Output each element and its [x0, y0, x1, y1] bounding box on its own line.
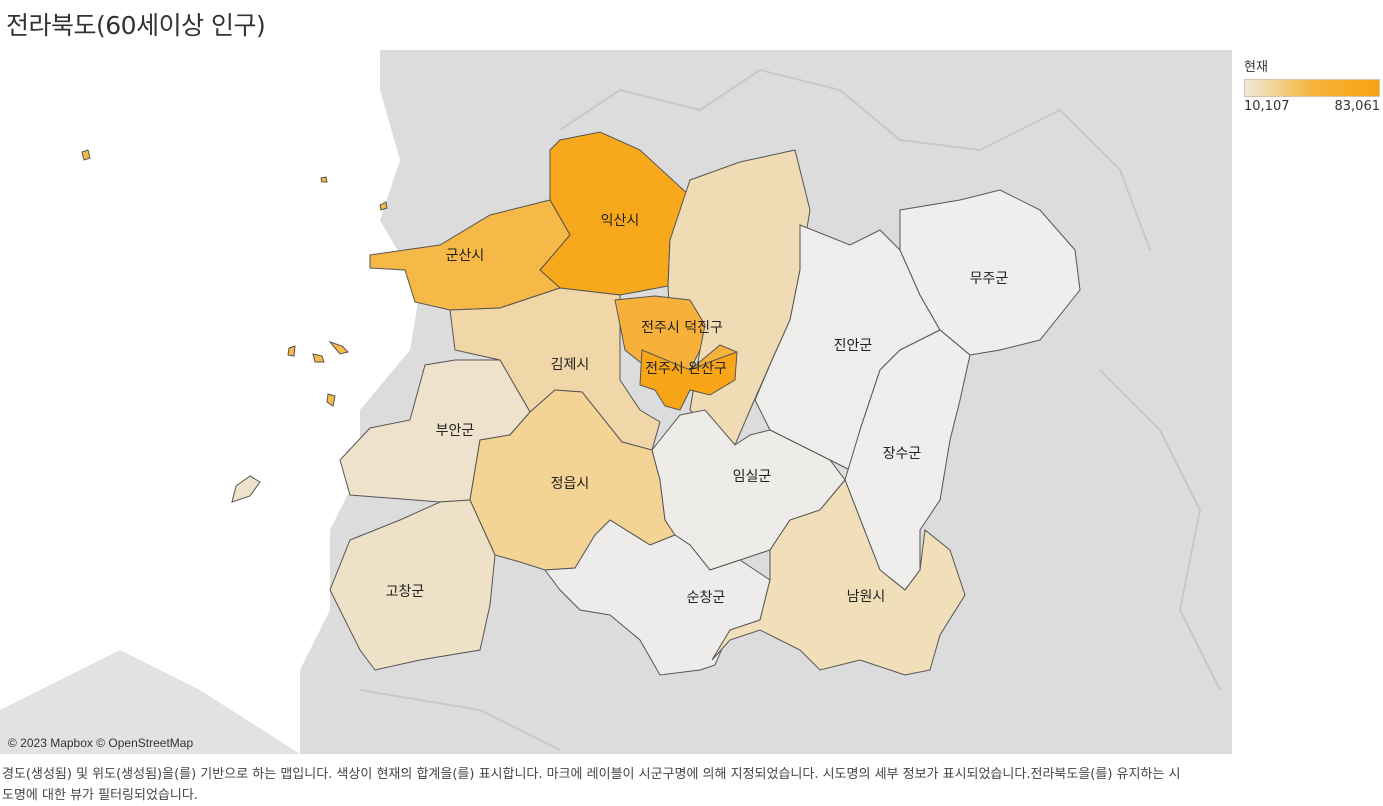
border-line: [1099, 369, 1221, 691]
legend-gradient-bar: [1244, 79, 1380, 97]
island: [326, 393, 336, 407]
region-shape[interactable]: [329, 499, 496, 671]
island: [379, 201, 388, 211]
land-area-south: [0, 650, 300, 754]
island: [81, 149, 91, 161]
border-line: [359, 689, 561, 751]
region-shape[interactable]: [711, 479, 966, 676]
legend-min-value: 10,107: [1244, 99, 1290, 114]
island: [312, 353, 325, 363]
region-label-iksan: 익산시: [601, 213, 640, 229]
color-legend: 현재 10,107 83,061: [1244, 56, 1380, 114]
border-line: [559, 68, 1151, 251]
island: [287, 345, 296, 357]
regions-layer: [329, 131, 1081, 676]
region-label-gimje: 김제시: [551, 357, 590, 373]
region-label-deokjin: 전주시 덕진구: [641, 320, 723, 336]
map-canvas[interactable]: 익산시 군산시 전주시 덕진구 전주시 완산구 김제시 부안군 정읍시 고창군 …: [0, 50, 1232, 754]
region-shape[interactable]: [639, 349, 738, 411]
island: [231, 475, 261, 503]
region-label-namwon: 남원시: [847, 589, 886, 605]
island: [320, 176, 328, 183]
region-label-buan: 부안군: [436, 423, 475, 439]
region-label-sunchang: 순창군: [687, 590, 726, 606]
map-view[interactable]: 익산시 군산시 전주시 덕진구 전주시 완산구 김제시 부안군 정읍시 고창군 …: [0, 50, 1232, 754]
region-label-wansan: 전주시 완산구: [645, 361, 727, 377]
region-label-muju: 무주군: [970, 271, 1009, 287]
region-label-gunsan: 군산시: [446, 248, 485, 264]
region-label-jangsu: 장수군: [883, 446, 922, 462]
legend-max-value: 83,061: [1334, 99, 1381, 114]
region-label-gochang: 고창군: [386, 584, 425, 600]
region-label-imsil: 임실군: [733, 469, 772, 485]
map-attribution[interactable]: © 2023 Mapbox © OpenStreetMap: [8, 736, 194, 750]
island: [328, 340, 349, 355]
region-labels: 익산시 군산시 전주시 덕진구 전주시 완산구 김제시 부안군 정읍시 고창군 …: [386, 213, 1009, 606]
region-label-jinan: 진안군: [834, 338, 873, 354]
map-caption: 경도(생성됨) 및 위도(생성됨)을(를) 기반으로 하는 맵입니다. 색상이 …: [2, 767, 1181, 803]
region-label-jeongeup: 정읍시: [551, 476, 590, 492]
page-title: 전라북도(60세이상 인구): [6, 11, 266, 40]
region-shape[interactable]: [899, 189, 1081, 356]
legend-title: 현재: [1244, 60, 1268, 75]
